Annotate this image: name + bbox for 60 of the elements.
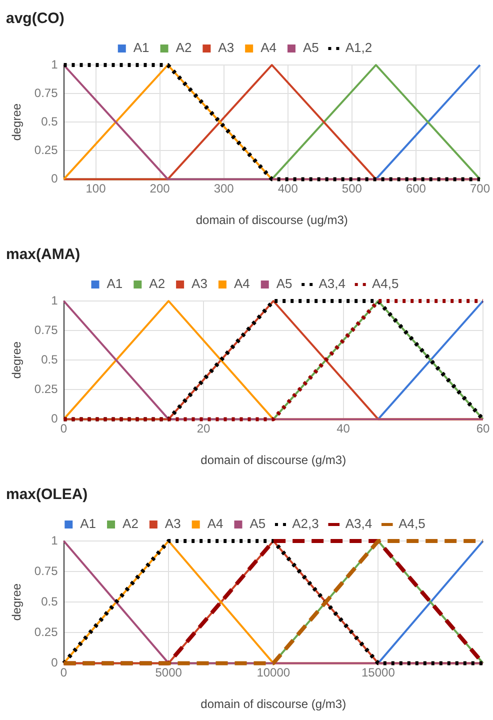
y-tick-label: 0 [51, 412, 58, 426]
legend-label: A5 [276, 276, 292, 292]
y-tick-label: 0.25 [34, 624, 58, 639]
x-axis-title: domain of discourse (ug/m3) [196, 213, 348, 228]
x-axis-title: domain of discourse (g/m3) [200, 697, 346, 712]
legend-label: A4 [207, 516, 224, 532]
x-tick-label: 0 [60, 422, 68, 436]
chart-title: avg(CO) [6, 10, 64, 28]
legend-label: A2 [176, 40, 192, 56]
y-axis-title: degree [10, 341, 24, 379]
y-tick-label: 1 [51, 293, 58, 308]
legend-label: A3 [192, 276, 208, 292]
y-axis-title: degree [10, 583, 24, 621]
legend-label: A5 [250, 516, 266, 532]
x-tick-label: 60 [476, 422, 490, 436]
y-tick-label: 0 [51, 172, 58, 186]
y-tick-label: 0.5 [41, 594, 58, 608]
legend-label: A2 [149, 276, 166, 292]
x-tick-label: 500 [342, 182, 362, 196]
legend-label: A3 [218, 40, 234, 56]
legend-label: A1 [133, 40, 150, 56]
x-tick-label: 10000 [256, 666, 290, 680]
y-tick-label: 0.75 [34, 86, 58, 100]
x-tick-label: 400 [278, 182, 298, 196]
y-tick-label: 1 [51, 533, 58, 548]
x-tick-label: 0 [60, 666, 68, 680]
y-tick-label: 0.75 [34, 322, 58, 337]
y-axis-title: degree [10, 103, 24, 141]
legend-label: A2 [122, 516, 138, 532]
x-tick-label: 40 [336, 422, 350, 436]
legend-label: A4 [260, 40, 276, 56]
legend-label: A1 [80, 516, 96, 532]
y-tick-label: 0.5 [41, 352, 58, 366]
y-tick-label: 0.5 [41, 114, 58, 128]
x-tick-label: 100 [86, 182, 106, 196]
y-tick-label: 0.25 [34, 382, 58, 396]
legend-label: A5 [302, 40, 319, 56]
x-tick-label: 200 [150, 182, 170, 196]
x-tick-label: 5000 [155, 666, 182, 680]
y-tick-label: 0.75 [34, 564, 58, 578]
legend-label: A3,4 [318, 276, 346, 292]
chart-title: max(OLEA) [6, 486, 88, 504]
legend-label: A2,3 [292, 516, 319, 532]
legend-label: A4,5 [398, 516, 426, 532]
legend-label: A1,2 [345, 40, 372, 56]
chart-title: max(AMA) [6, 246, 80, 264]
legend-label: A1 [106, 276, 123, 292]
x-tick-label: 15000 [362, 666, 396, 680]
legend-label: A3 [164, 516, 181, 532]
x-tick-label: 20 [196, 422, 210, 436]
legend-label: A4,5 [372, 276, 399, 292]
y-tick-label: 0 [51, 656, 58, 670]
y-tick-label: 1 [51, 57, 58, 72]
x-tick-label: 600 [406, 182, 426, 196]
x-tick-label: 700 [470, 182, 490, 196]
y-tick-label: 0.25 [34, 142, 58, 157]
legend-label: A3,4 [345, 516, 372, 532]
x-axis-title: domain of discourse (g/m3) [200, 453, 346, 468]
legend-label: A4 [234, 276, 250, 292]
x-tick-label: 300 [214, 182, 234, 196]
